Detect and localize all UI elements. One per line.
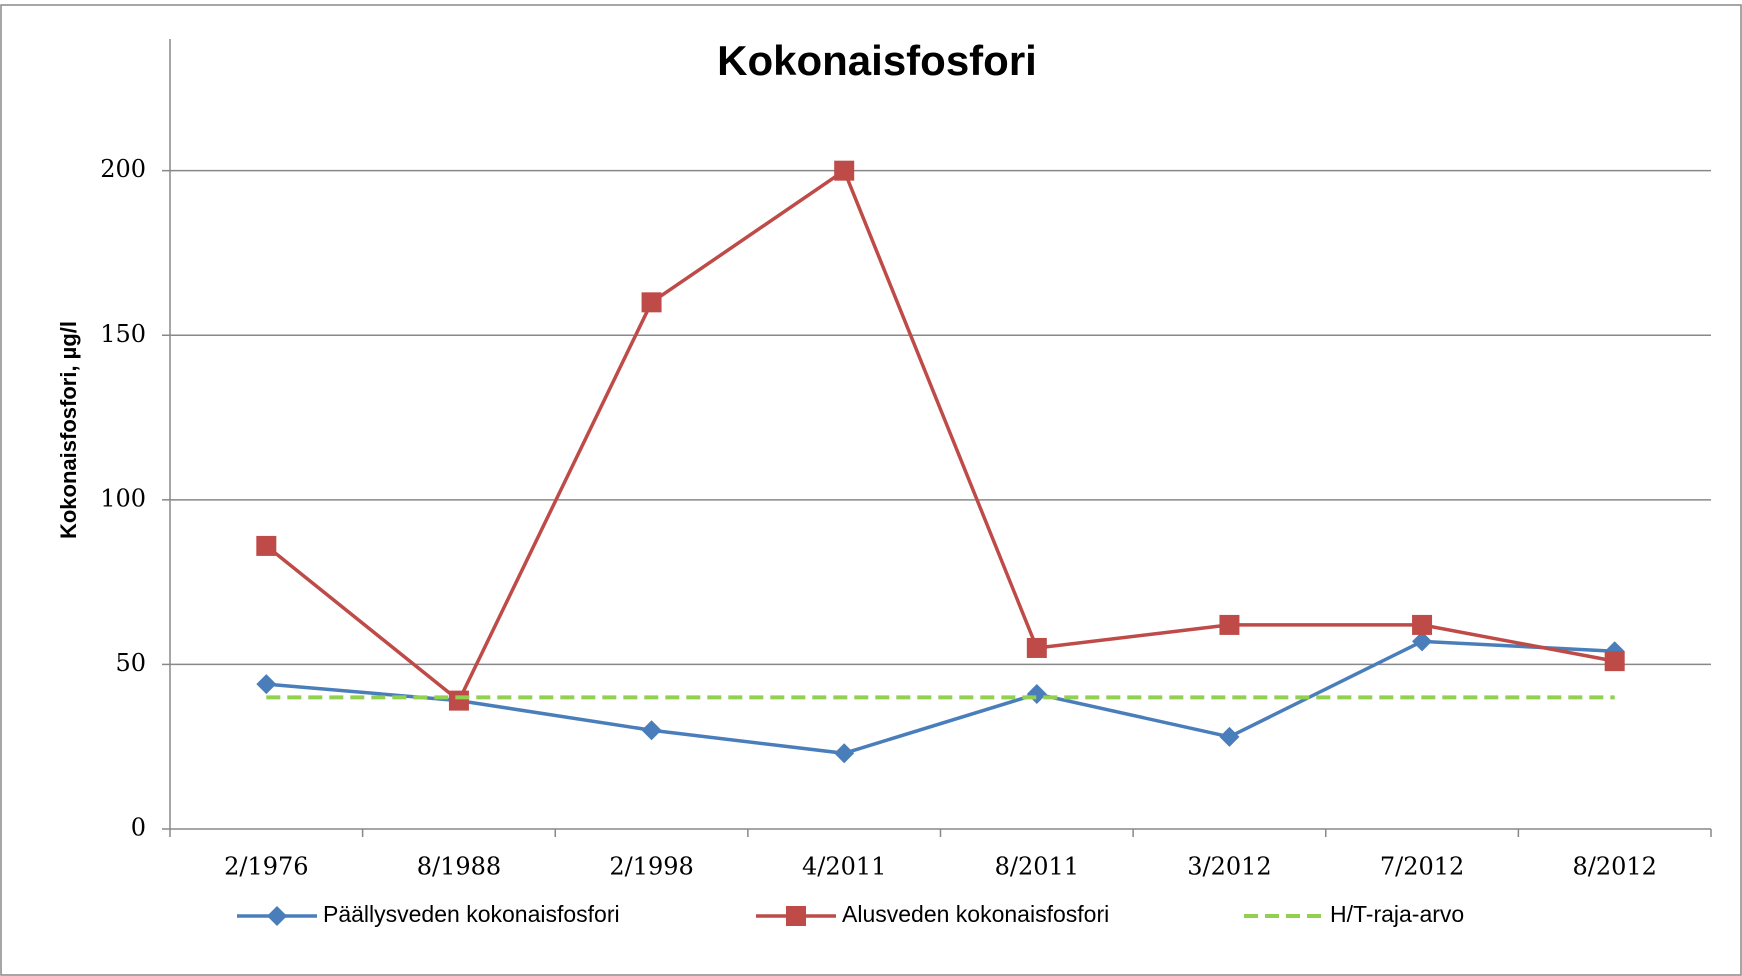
- x-tick-label: 2/1998: [609, 853, 693, 881]
- y-tick-label: 0: [131, 814, 146, 842]
- data-point: [256, 674, 277, 695]
- y-tick-label: 100: [100, 484, 146, 512]
- data-point: [641, 292, 662, 313]
- data-point: [1026, 637, 1047, 658]
- x-tick-label: 3/2012: [1187, 853, 1271, 881]
- data-point: [256, 535, 277, 556]
- x-tick-label: 7/2012: [1380, 853, 1464, 881]
- legend-marker: [786, 906, 806, 926]
- series-line: [265, 167, 1616, 704]
- x-tick-label: 8/1988: [417, 853, 501, 881]
- x-tick-label: 2/1976: [224, 853, 308, 881]
- series-line: [266, 639, 1615, 756]
- legend-label: H/T-raja-arvo: [1330, 901, 1464, 927]
- legend-label: Alusveden kokonaisfosfori: [842, 901, 1109, 927]
- y-tick-label: 200: [100, 155, 146, 183]
- data-point: [448, 690, 469, 711]
- x-tick-label: 4/2011: [802, 853, 886, 881]
- data-point: [1219, 614, 1240, 635]
- data-point: [1604, 651, 1625, 672]
- legend-label: Päällysveden kokonaisfosfori: [323, 901, 620, 927]
- chart-frame: [0, 4, 1742, 976]
- data-point: [641, 720, 662, 741]
- data-point: [834, 160, 855, 181]
- y-tick-label: 50: [115, 649, 146, 677]
- data-point: [1412, 631, 1433, 652]
- x-tick-label: 8/2011: [995, 853, 1079, 881]
- data-point: [1412, 614, 1433, 635]
- data-point: [834, 743, 855, 764]
- y-axis-label: Kokonaisfosfori, µg/l: [56, 321, 81, 539]
- data-point: [1219, 726, 1240, 747]
- chart-title: Kokonaisfosfori: [717, 37, 1037, 84]
- x-tick-label: 8/2012: [1572, 853, 1656, 881]
- legend-marker: [267, 906, 287, 926]
- y-tick-label: 150: [100, 320, 146, 348]
